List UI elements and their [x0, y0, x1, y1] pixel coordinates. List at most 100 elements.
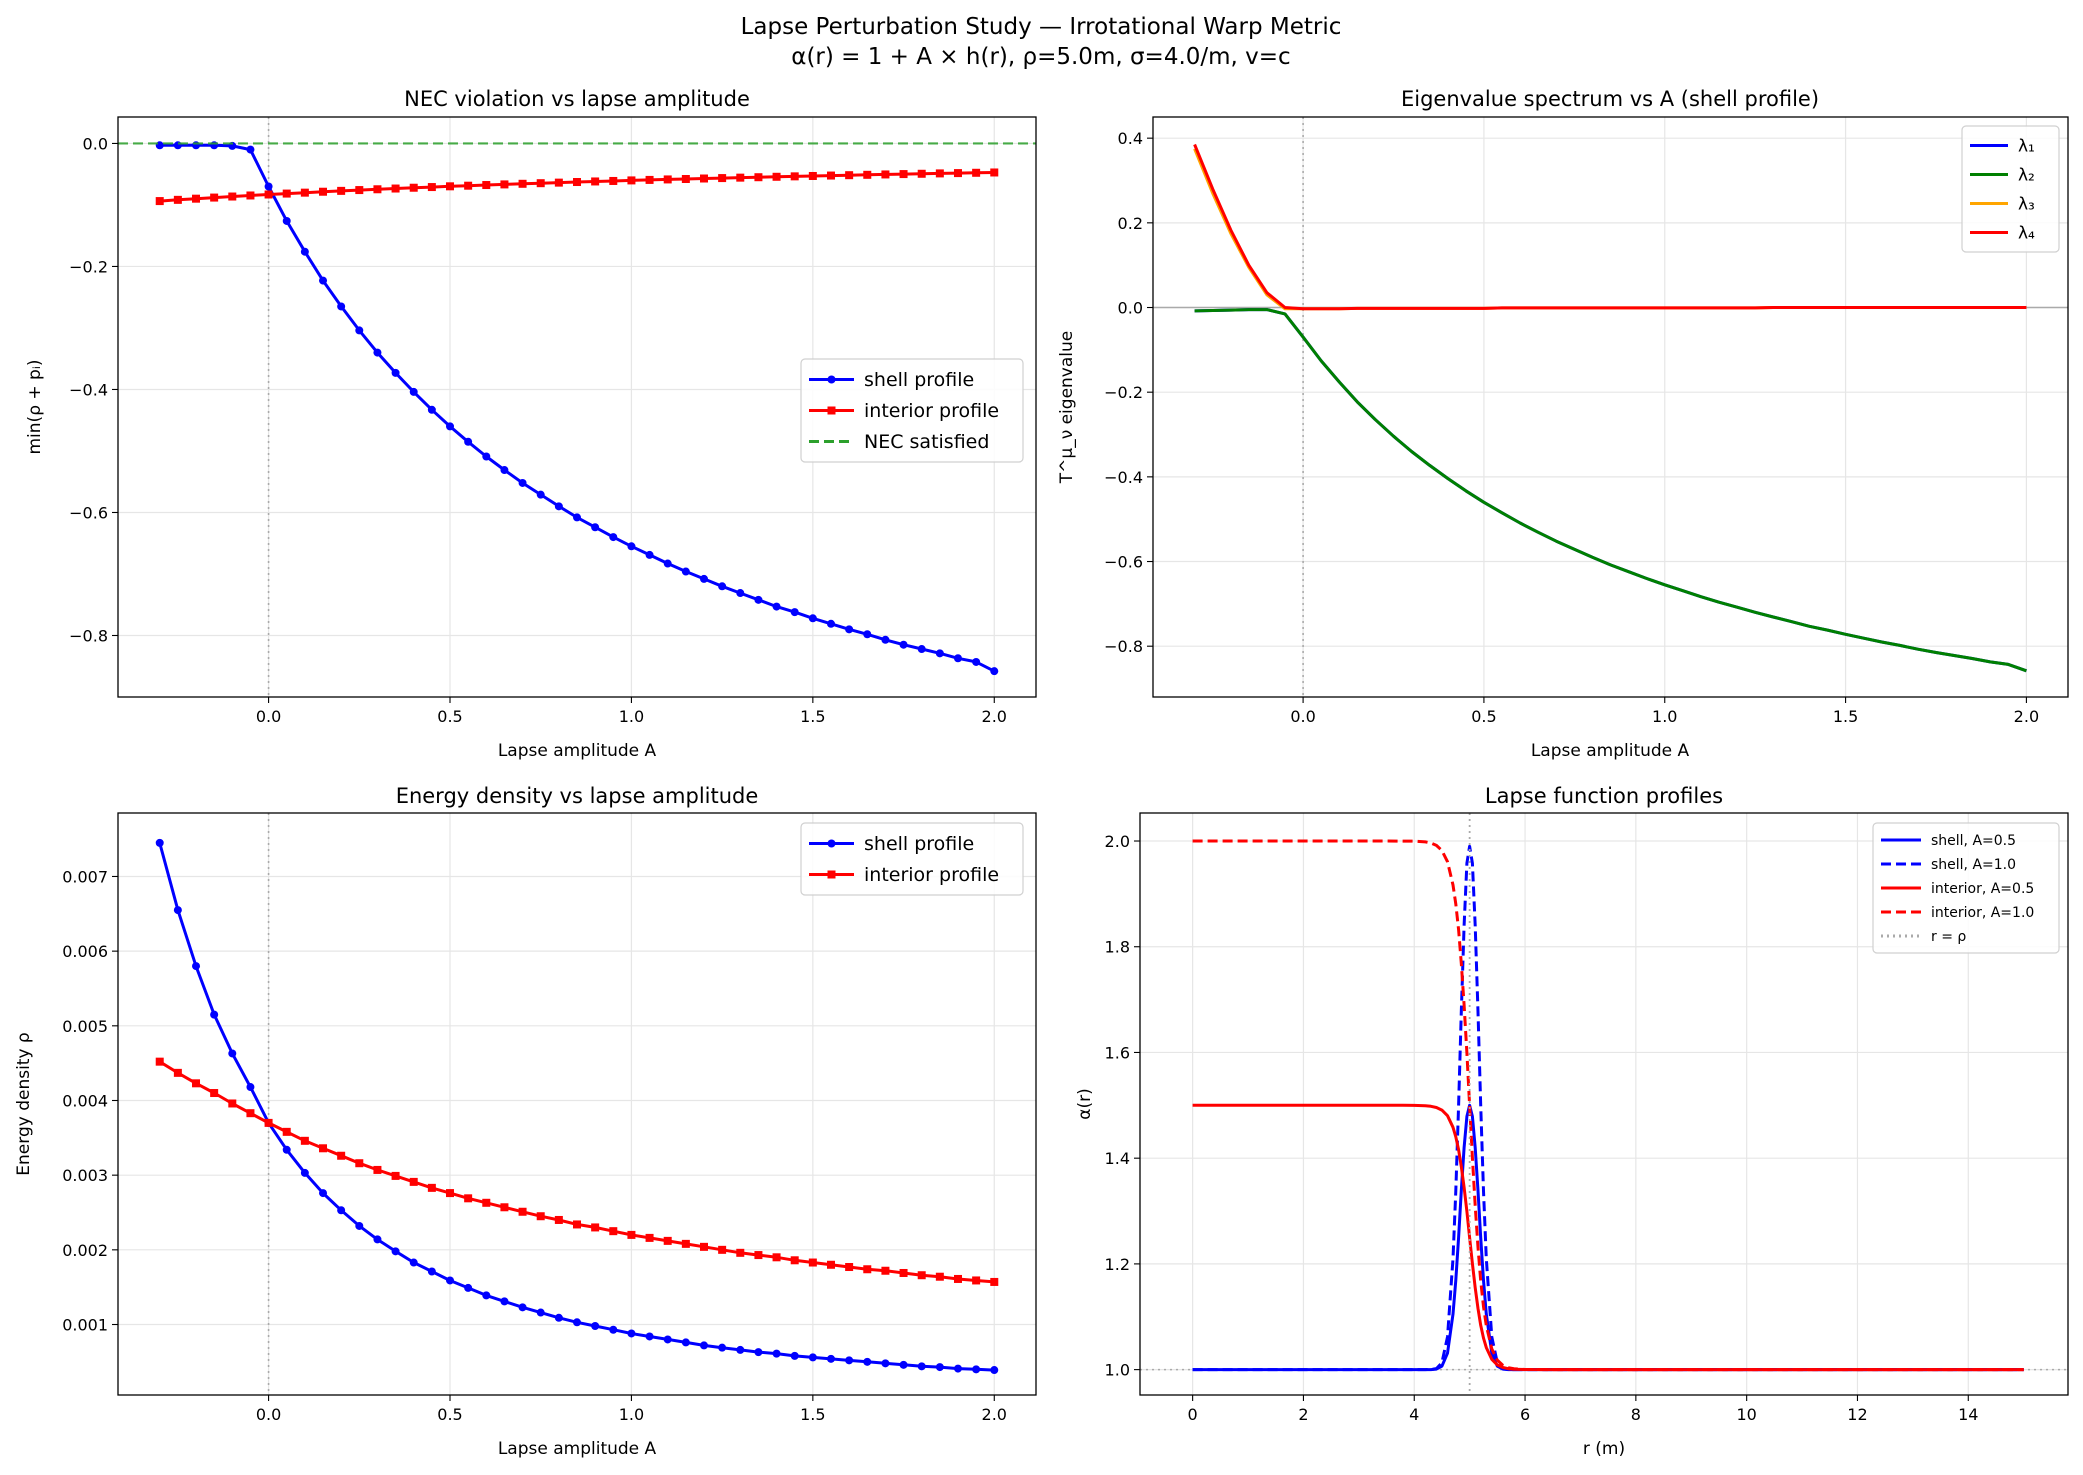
series-interior-profile-1-point [246, 1109, 255, 1118]
subplot-eigenvalue-spectrum: Eigenvalue spectrum vs A (shell profile)… [1057, 87, 2069, 761]
series-interior-profile-1-point [953, 1274, 962, 1283]
series-shell-profile-0-point [337, 302, 346, 311]
series-interior-profile-1-point [319, 187, 328, 196]
series-interior-profile-1-point [681, 174, 690, 183]
series-interior-profile-1-point [210, 193, 219, 202]
series-interior-profile-1-point [500, 1203, 509, 1212]
series-interior-profile-1-point [228, 1099, 237, 1108]
x-tick-label: 1.0 [1652, 707, 1677, 726]
series-interior-profile-1-point [319, 1144, 328, 1153]
y-tick-label: 0.004 [62, 1091, 108, 1110]
series-interior-profile-1-point [935, 169, 944, 178]
x-tick-label: 6 [1520, 1405, 1530, 1424]
series-interior-profile-1-point [772, 172, 781, 181]
series-interior-profile-1-point [826, 1260, 835, 1269]
y-tick-label: 1.6 [1105, 1043, 1130, 1062]
series-interior-profile-1-point [754, 1251, 763, 1260]
series-interior-profile-1-point [210, 1089, 219, 1098]
legend: λ₁ λ₂ λ₃ λ₄ [1961, 125, 2060, 253]
legend-label: NEC satisfied [864, 431, 989, 453]
legend-marker-square [827, 870, 836, 879]
subplot-lapse-profiles: Lapse function profiles r (m) α(r) 0 2 4 6 8… [1075, 784, 2069, 1459]
series-shell-profile-0-point [935, 1363, 944, 1372]
x-axis-label: r (m) [1583, 1439, 1625, 1459]
y-axis-label: Energy density ρ [14, 1032, 34, 1175]
series-interior-profile-1-point [591, 1223, 600, 1232]
legend-box [1872, 822, 2060, 954]
series-interior-profile-1-point [554, 178, 563, 187]
y-tick-label: 1.2 [1105, 1255, 1130, 1274]
series-interior-profile-1-point [990, 1277, 999, 1286]
legend-label: interior profile [864, 864, 999, 886]
series-shell-profile-0-point [173, 906, 182, 915]
y-tick-label: 0.003 [62, 1166, 108, 1185]
series-shell-profile-0-point [319, 276, 328, 285]
series-shell-profile-0-point [518, 478, 527, 487]
series-shell-profile-0-point [591, 523, 600, 532]
legend-box [1961, 125, 2060, 253]
subplot-title: Eigenvalue spectrum vs A (shell profile) [1401, 87, 1819, 111]
series-interior-profile-1-point [464, 181, 473, 190]
series-shell-profile-0-point [246, 145, 255, 154]
series-shell-profile-0-point [754, 1348, 763, 1357]
axes-frame [117, 812, 1037, 1396]
series-shell-profile-0-point [863, 630, 872, 639]
series-shell-profile-0-point [427, 1267, 436, 1276]
series-shell-profile-0-point [355, 1221, 364, 1230]
series-shell-profile-0-point [210, 1010, 219, 1019]
x-axis-label: Lapse amplitude A [1531, 741, 1690, 761]
x-tick-label: 0.0 [256, 1405, 281, 1424]
x-tick-label: 10 [1736, 1405, 1756, 1424]
series-interior-a-1-0-3-line [1192, 839, 2024, 1372]
series-shell-profile-0-point [790, 1351, 799, 1360]
series-shell-profile-0-point [736, 1345, 745, 1354]
series-interior-profile-1-point [591, 177, 600, 186]
x-tick-label: 12 [1847, 1405, 1867, 1424]
legend-label: shell profile [864, 833, 974, 855]
series-interior-profile-1-point [663, 175, 672, 184]
series-shell-profile-0-point [500, 1297, 509, 1306]
series-interior-profile-1-point [881, 1266, 890, 1275]
series-shell-profile-0-point [373, 1235, 382, 1244]
series-interior-profile-1-point [373, 185, 382, 194]
x-axis-label: Lapse amplitude A [498, 1439, 657, 1459]
series-shell-profile-0-point [681, 567, 690, 576]
series-shell-profile-0-point [645, 1332, 654, 1341]
series-shell-profile-0-point [554, 1313, 563, 1322]
series-interior-profile-1-point [337, 186, 346, 195]
series-shell-profile-0-point [282, 216, 291, 225]
series-interior-profile-1-point [173, 1068, 182, 1077]
series-shell-profile-0-point [990, 1366, 999, 1375]
series-shell-profile-0-point [881, 1359, 890, 1368]
series-interior-profile-1-point [681, 1239, 690, 1248]
series-shell-profile-0-point [591, 1322, 600, 1331]
axes-frame [117, 116, 1037, 698]
series-interior-profile-1-point [300, 188, 309, 197]
series-interior-profile-1-point [953, 169, 962, 178]
series---3-line [1193, 143, 2027, 311]
series-interior-profile-1-point [645, 175, 654, 184]
x-tick-label: 2.0 [2014, 707, 2039, 726]
legend-marker-square [827, 406, 836, 415]
legend-label: r = ρ [1931, 929, 1966, 945]
series-shell-profile-0-point [300, 1168, 309, 1177]
y-tick-label: −0.4 [69, 380, 108, 399]
series-shell-profile-0-point [355, 326, 364, 335]
series-interior-profile-1-point [790, 1256, 799, 1265]
series-interior-profile-1-point [373, 1165, 382, 1174]
series-shell-profile-0-point [409, 1258, 418, 1267]
series-interior-profile-1-point [264, 1118, 273, 1127]
legend: shell profile interior profile [800, 822, 1024, 896]
x-tick-label: 2.0 [982, 1405, 1007, 1424]
series-shell-profile-0-point [718, 1343, 727, 1352]
y-tick-label: 2.0 [1105, 832, 1130, 851]
series-interior-profile-1-point [845, 1263, 854, 1272]
series-shell-profile-0-point [464, 437, 473, 446]
x-tick-label: 1.5 [1833, 707, 1858, 726]
series-interior-profile-1-point [935, 1272, 944, 1281]
series-shell-profile-0-point [663, 559, 672, 568]
series-shell-profile-0-point [246, 1083, 255, 1092]
series-shell-profile-0-point [972, 657, 981, 666]
series-shell-profile-0-point [192, 962, 201, 971]
